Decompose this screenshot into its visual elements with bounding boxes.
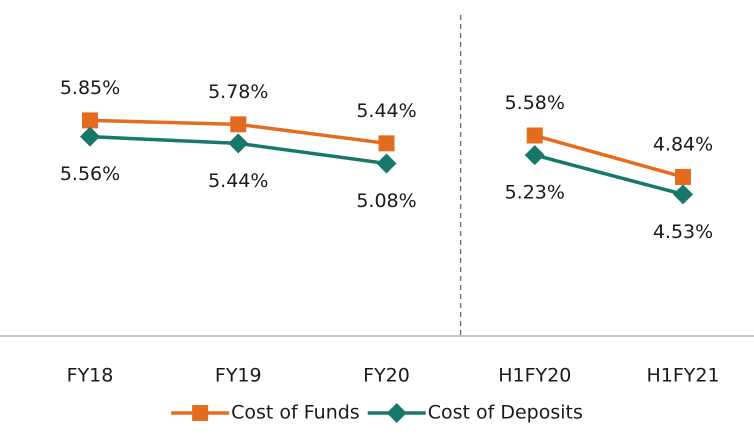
data-label: 5.23% bbox=[505, 182, 565, 204]
x-tick-label: FY18 bbox=[67, 365, 114, 387]
marker bbox=[386, 403, 407, 423]
marker bbox=[80, 126, 100, 147]
marker bbox=[673, 184, 693, 205]
data-label: 5.56% bbox=[60, 163, 120, 185]
series-line bbox=[534, 153, 684, 197]
legend-label: Cost of Deposits bbox=[428, 402, 583, 424]
marker bbox=[192, 405, 209, 421]
data-label: 5.44% bbox=[356, 100, 416, 122]
legend-label: Cost of Funds bbox=[231, 402, 360, 424]
data-label: 5.44% bbox=[208, 170, 268, 192]
marker bbox=[228, 133, 249, 154]
data-label: 5.08% bbox=[356, 190, 416, 212]
marker bbox=[524, 145, 545, 166]
x-tick-label: H1FY20 bbox=[498, 365, 571, 387]
series-line bbox=[534, 133, 684, 179]
x-tick-label: H1FY21 bbox=[646, 365, 719, 387]
x-tick-label: FY20 bbox=[363, 365, 410, 387]
x-tick-label: FY19 bbox=[215, 365, 262, 387]
marker bbox=[378, 135, 395, 152]
legend: Cost of Funds Cost of Deposits bbox=[171, 402, 583, 424]
data-label: 4.84% bbox=[653, 133, 713, 155]
data-label: 4.53% bbox=[653, 221, 713, 243]
marker bbox=[675, 168, 691, 185]
marker bbox=[526, 127, 543, 144]
marker bbox=[230, 116, 247, 133]
marker bbox=[376, 153, 397, 174]
marker bbox=[82, 112, 98, 129]
data-label: 5.85% bbox=[60, 77, 120, 99]
data-label: 5.78% bbox=[208, 81, 268, 103]
data-label: 5.58% bbox=[505, 92, 565, 114]
